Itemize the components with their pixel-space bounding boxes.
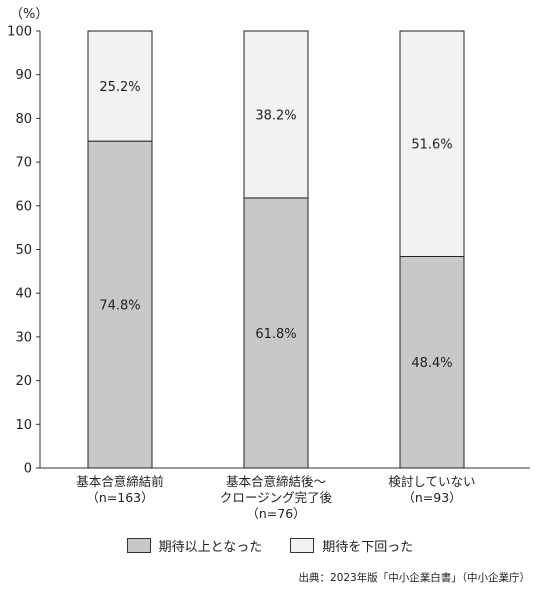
data-label: 51.6% [411, 138, 452, 153]
legend-swatch-above [126, 538, 151, 553]
legend-label-below: 期待を下回った [322, 540, 414, 555]
y-tick-label: 10 [15, 418, 32, 433]
category-label: クロージング完了後 [220, 490, 333, 505]
bars: 74.8% 25.2% 61.8% 38.2% 48.4% 51.6% [87, 30, 465, 469]
y-tick-label: 80 [15, 112, 32, 127]
y-tick-label: 30 [15, 330, 32, 345]
source-note: 出典：2023年版「中小企業白書」（中小企業庁） [298, 572, 530, 584]
y-tick-label: 100 [7, 25, 32, 40]
category-labels: 基本合意締結前（n=163） 基本合意締結後～クロージング完了後（n=76） 検討し… [76, 474, 475, 521]
data-label: 25.2% [99, 80, 140, 95]
bar-segment-above [87, 140, 153, 469]
y-tick-label: 0 [24, 462, 32, 477]
bar-segment-below [243, 30, 309, 199]
stacked-bar-chart: （%） 0 10 20 30 40 50 60 70 80 90 100 74.8% 25.2% 61.… [7, 7, 530, 521]
bar-segment-above [399, 255, 465, 469]
data-label: 61.8% [255, 327, 296, 342]
legend: 期待以上となった 期待を下回った [0, 536, 540, 555]
y-axis-unit-label: （%） [10, 7, 48, 22]
y-tick-label: 90 [15, 68, 32, 83]
legend-label-above: 期待以上となった [158, 540, 263, 555]
y-tick-label: 60 [15, 199, 32, 214]
category-label: 基本合意締結前 [76, 474, 164, 489]
category-label: （n=93） [402, 490, 461, 505]
data-label: 74.8% [99, 299, 140, 314]
data-label: 38.2% [255, 108, 296, 123]
legend-item-above: 期待以上となった [126, 536, 263, 555]
legend-item-below: 期待を下回った [290, 536, 413, 555]
data-label: 48.4% [411, 356, 452, 371]
category-label: 検討していない [388, 474, 475, 489]
y-tick-label: 20 [15, 374, 32, 389]
category-label: （n=76） [246, 506, 305, 521]
y-tick-label: 70 [15, 156, 32, 171]
axes: 0 10 20 30 40 50 60 70 80 90 100 [7, 25, 530, 477]
category-label: （n=163） [86, 490, 153, 505]
y-tick-label: 40 [15, 287, 32, 302]
bar-segment-below [399, 30, 465, 257]
category-label: 基本合意締結後～ [226, 474, 326, 489]
bar-segment-below [87, 30, 153, 142]
legend-swatch-below [290, 538, 315, 553]
y-tick-label: 50 [15, 243, 32, 258]
bar-segment-above [243, 197, 309, 469]
